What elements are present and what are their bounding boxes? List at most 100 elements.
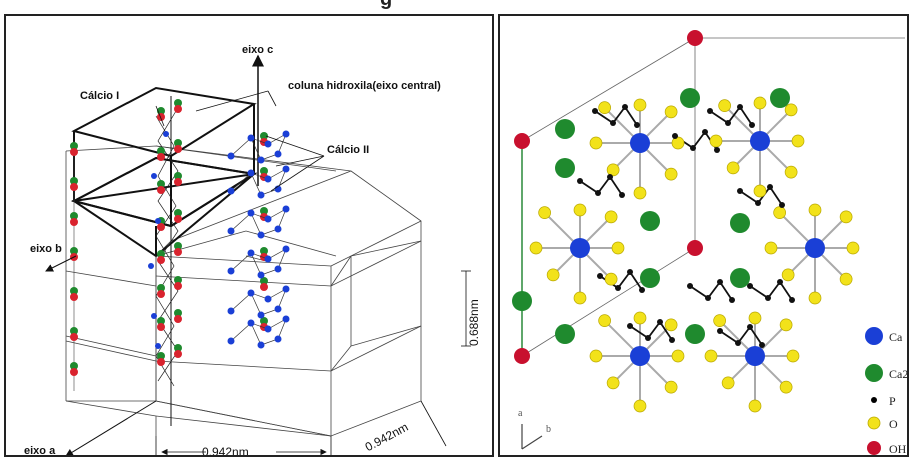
calcium-2-atom <box>512 291 532 311</box>
oxygen-atom <box>808 291 822 305</box>
calcium-atom <box>630 346 650 366</box>
calcium-ii-atom <box>257 341 265 349</box>
right-column-green-atom <box>260 167 268 175</box>
calcium-ii-atom <box>227 152 235 160</box>
phosphorus-atom <box>639 287 645 293</box>
oxygen-atom <box>606 376 620 390</box>
calcium-ii-atom <box>264 295 272 303</box>
oxygen-atom <box>773 206 786 219</box>
oxygen-atom <box>846 241 860 255</box>
calcium-ii-atom <box>264 140 272 148</box>
calcium-ii-atom <box>264 255 272 263</box>
legend-oh-label: OH <box>889 442 907 456</box>
hydroxyl-column-chain <box>155 110 179 387</box>
calcium-ii-label: Cálcio II <box>327 144 369 156</box>
oxygen-atom <box>779 318 793 332</box>
left-column-red-atom <box>70 368 78 376</box>
calcium-ii-atom <box>247 169 255 177</box>
phosphorus-atom <box>577 178 583 184</box>
oxygen-atom <box>633 186 647 200</box>
calcium-ii-atom <box>274 305 282 313</box>
center-column-green-atom <box>157 147 165 155</box>
phosphorus-atom <box>645 335 651 341</box>
phosphorus-atom <box>627 323 633 329</box>
legend-o-marker <box>867 416 881 430</box>
phosphorus-atom <box>747 324 753 330</box>
calcium-2-atom <box>555 158 575 178</box>
hydroxyl-atom <box>514 348 530 364</box>
oxygen-atom <box>671 136 685 150</box>
left-column-green-atom <box>70 142 78 150</box>
atom-markers <box>70 99 268 376</box>
phosphorus-atom <box>672 133 678 139</box>
center-column-green-atom <box>174 242 182 250</box>
calcium-atom <box>570 238 590 258</box>
calcium-atom <box>805 238 825 258</box>
hexagonal-prism-wireframe <box>65 145 422 437</box>
center-column-red-atom <box>157 113 165 121</box>
center-column-green-atom <box>174 99 182 107</box>
center-column-red-atom <box>174 248 182 256</box>
right-column-red-atom <box>260 283 268 291</box>
calcium-ii-atom <box>257 311 265 319</box>
calcium-ii-atom <box>264 175 272 183</box>
oxygen-atom <box>748 399 762 413</box>
oxygen-atom <box>664 105 678 119</box>
center-column-red-atom <box>157 256 165 264</box>
oxygen-atom <box>573 291 587 305</box>
center-column-red-atom <box>174 178 182 186</box>
calcium-i-label: Cálcio I <box>80 90 119 102</box>
center-column-red-atom <box>174 105 182 113</box>
phosphorus-atom <box>627 269 633 275</box>
center-column-green-atom <box>174 139 182 147</box>
legend-p-label: P <box>889 394 896 408</box>
oxygen-atom <box>791 134 805 148</box>
legend-p-marker <box>871 397 877 403</box>
height-dimension-label: 0.688nm <box>467 299 481 346</box>
phosphorus-atom <box>747 283 753 289</box>
calcium-2-atom <box>730 268 750 288</box>
oxygen-atom <box>704 349 718 363</box>
oxygen-atom <box>753 184 767 198</box>
left-column-green-atom <box>70 212 78 220</box>
oxygen-atom <box>784 165 798 179</box>
phosphorus-atom <box>610 120 616 126</box>
phosphorus-atom <box>597 273 603 279</box>
header-fragment: g <box>380 0 392 11</box>
oxygen-atom <box>713 314 726 327</box>
center-column-red-atom <box>174 315 182 323</box>
phosphorus-atom <box>607 174 613 180</box>
calcium-ii-atom <box>227 337 235 345</box>
oxygen-atom <box>718 99 731 112</box>
calcium-i-atom <box>155 343 161 349</box>
center-column-green-atom <box>174 344 182 352</box>
center-column-red-atom <box>174 145 182 153</box>
left-column-green-atom <box>70 177 78 185</box>
calcium-ii-atom <box>227 227 235 235</box>
phosphorus-atom <box>737 188 743 194</box>
base-dimension-label: 0.942nm <box>202 445 249 457</box>
oxygen-atom <box>839 210 853 224</box>
legend-oh-marker <box>867 441 881 455</box>
center-column-green-atom <box>174 276 182 284</box>
phosphorus-atom <box>707 108 713 114</box>
center-column-red-atom <box>157 223 165 231</box>
calcium-2-atom <box>730 213 750 233</box>
oxygen-atom <box>604 272 618 286</box>
calcium-ii-atom <box>282 205 290 213</box>
phosphorus-atom <box>749 122 755 128</box>
center-column-red-atom <box>157 153 165 161</box>
phosphorus-atom <box>622 104 628 110</box>
top-strip: g <box>0 0 913 14</box>
oxygen-atom <box>598 314 611 327</box>
axis-a-label: eixo a <box>24 445 56 457</box>
center-column-green-atom <box>157 352 165 360</box>
oxygen-atom <box>589 136 603 150</box>
right-column-green-atom <box>260 317 268 325</box>
oxygen-atom <box>604 210 618 224</box>
oxygen-atom <box>529 241 543 255</box>
axis-c-label: c <box>520 454 525 457</box>
calcium-atom <box>750 131 770 151</box>
calcium-2-atom <box>685 324 705 344</box>
unit-cell-diagram: eixo c coluna hidroxila(eixo central) Cá… <box>24 44 481 457</box>
